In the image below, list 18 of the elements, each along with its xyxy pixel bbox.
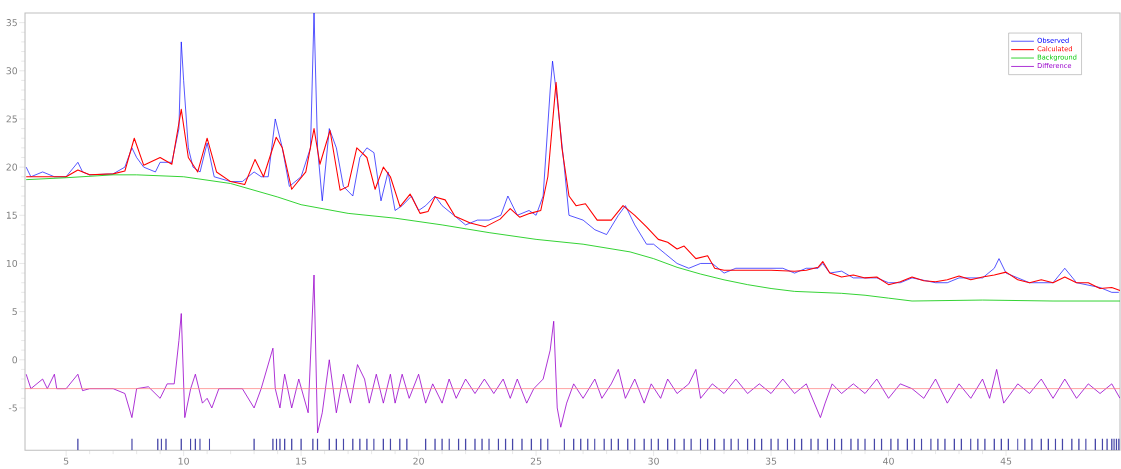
y-tick-label: -5 xyxy=(8,404,17,412)
x-tick-label: 25 xyxy=(530,457,542,465)
x-tick-label: 30 xyxy=(648,457,659,465)
y-tick-label: 25 xyxy=(6,115,17,123)
x-tick-label: 20 xyxy=(413,457,424,465)
x-tick-label: 10 xyxy=(178,457,189,465)
x-tick-label: 35 xyxy=(765,457,777,465)
y-tick-label: 35 xyxy=(6,19,17,27)
x-tick-label: 15 xyxy=(296,457,307,465)
y-tick-label: 5 xyxy=(12,308,17,316)
y-tick-label: 0 xyxy=(12,356,18,364)
y-tick-label: 20 xyxy=(6,163,18,171)
x-tick-label: 40 xyxy=(883,457,894,465)
y-tick-label: 10 xyxy=(6,259,18,267)
y-tick-label: 15 xyxy=(6,211,17,219)
x-tick-label: 45 xyxy=(1000,457,1012,465)
y-tick-label: 30 xyxy=(6,67,18,75)
x-tick-label: 5 xyxy=(63,457,69,465)
